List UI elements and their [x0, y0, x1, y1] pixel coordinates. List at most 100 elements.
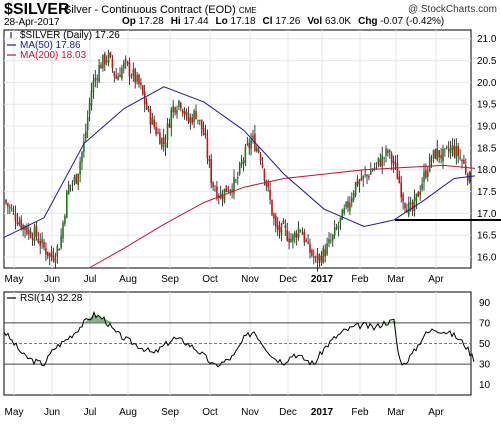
legend-entry: MA(200) 18.03 [20, 50, 87, 61]
candle-body [438, 150, 440, 158]
candle-body [383, 157, 385, 159]
candle-body [181, 109, 184, 114]
candle-body [250, 140, 252, 149]
candle-body [216, 186, 218, 199]
candle-body [22, 224, 24, 230]
candle-body [417, 191, 420, 197]
price-tick-label: 20.5 [477, 56, 497, 67]
rsi-xtick-label: Apr [428, 407, 444, 418]
candle-body [100, 64, 102, 69]
candle-body [14, 213, 17, 221]
quote-bar: Op 17.28 Hi 17.44 Lo 17.18 Cl 17.26 Vol 63.0… [122, 16, 451, 27]
candle-body [9, 206, 11, 208]
candle-body [396, 163, 399, 180]
candle-body [295, 233, 298, 238]
candle-body [33, 227, 36, 242]
price-xtick-label: Dec [279, 274, 297, 285]
candle-body [105, 60, 108, 62]
candle-body [402, 194, 404, 202]
quote-label: Chg [358, 16, 381, 27]
candle-body [242, 159, 245, 164]
candle-body [28, 229, 30, 235]
price-xtick-label: Aug [119, 274, 137, 285]
candle-body [377, 157, 380, 162]
candle-body [307, 241, 309, 244]
candle-body [423, 171, 425, 183]
candle-body [370, 170, 372, 175]
candle-body [126, 61, 129, 65]
candle-body [128, 62, 131, 77]
candle-body [153, 119, 155, 128]
candle-body [267, 182, 269, 188]
candle-body [164, 141, 167, 148]
price-tick-label: 19.0 [477, 122, 497, 133]
candle-body [147, 108, 150, 111]
candle-body [343, 208, 345, 213]
candle-body [102, 54, 104, 69]
candle-body [292, 234, 294, 242]
candle-body [223, 188, 226, 202]
candle-body [413, 197, 416, 212]
candle-body [107, 52, 110, 63]
candle-body [212, 182, 214, 188]
price-xtick-label: May [5, 274, 24, 285]
candle-body [132, 69, 135, 76]
quote-hi: Hi 17.44 [171, 16, 209, 27]
candle-body [419, 191, 421, 195]
price-xtick-label: Nov [241, 274, 259, 285]
quote-value: 63.0K [324, 16, 352, 27]
candle-body [311, 250, 313, 256]
candle-body [56, 245, 59, 257]
candle-body [123, 61, 125, 68]
candle-body [66, 191, 68, 219]
candle-body [394, 162, 397, 164]
candle-body [62, 222, 64, 239]
candle-body [121, 67, 123, 79]
quote-vol: Vol 63.0K [307, 16, 351, 27]
candle-body [347, 201, 349, 208]
candle-body [31, 238, 34, 241]
quote-chg: Chg -0.07 (-0.42%) [358, 16, 444, 27]
candle-body [271, 199, 273, 216]
candle-body [373, 167, 376, 170]
candle-body [41, 238, 43, 244]
candle-body [330, 240, 332, 242]
candle-body [47, 251, 49, 257]
candle-body [12, 210, 15, 212]
candle-body [273, 214, 275, 219]
chart-description: Silver - Continuous Contract (EOD) CME [64, 4, 257, 16]
candle-body [389, 150, 391, 153]
price-xtick-label: Jul [84, 274, 97, 285]
candle-body [400, 182, 402, 198]
candle-body [466, 173, 469, 181]
candle-body [155, 126, 157, 135]
candle-body [26, 227, 28, 234]
candle-body [288, 238, 290, 243]
candle-body [421, 183, 423, 190]
candle-body [349, 202, 351, 211]
candle-body [140, 82, 142, 85]
candle-body [229, 189, 231, 192]
candle-body [183, 111, 186, 116]
candle-body [67, 184, 70, 194]
candle-body [446, 146, 448, 148]
candle-body [240, 161, 243, 165]
candle-body [425, 169, 427, 178]
candle-body [43, 241, 45, 248]
price-tick-label: 17.0 [477, 209, 497, 220]
candle-body [187, 113, 190, 122]
candle-body [427, 171, 429, 177]
candle-body [447, 148, 450, 152]
candle-body [381, 154, 383, 167]
candle-body [301, 232, 304, 235]
candle-body [244, 146, 247, 164]
quote-label: Lo [215, 16, 231, 27]
candle-body [161, 138, 163, 148]
candle-body [364, 174, 366, 176]
ma50-line [3, 86, 476, 238]
rsi-xtick-label: Nov [241, 407, 259, 418]
candle-body [305, 239, 307, 242]
candle-body [290, 238, 292, 243]
candle-body [58, 248, 60, 251]
candle-body [233, 177, 235, 194]
